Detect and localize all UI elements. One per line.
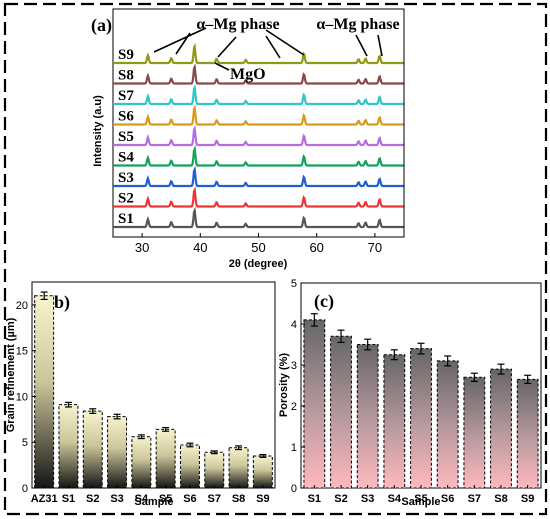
grain-ytick-label: 10 <box>16 391 28 403</box>
grain-xtick-label-az31: AZ31 <box>31 493 58 505</box>
annotation-mgo: MgO <box>230 66 266 83</box>
porosity-ytick-label: 4 <box>291 319 297 331</box>
panel-b-axes-box <box>31 281 276 489</box>
grain-bar-az31 <box>34 295 55 489</box>
outer-dashed-frame <box>3 2 548 516</box>
xtick-label-a: 40 <box>193 240 207 255</box>
grain-xtick-label-s2: S2 <box>86 493 99 505</box>
xrd-trace-s5 <box>113 124 404 147</box>
panel-b-xlabel: Sample <box>134 496 173 508</box>
xrd-trace-s4 <box>113 145 404 167</box>
porosity-xtick-label-s1: S1 <box>308 493 321 505</box>
xrd-label-s5: S5 <box>118 129 134 145</box>
arrow-alpha-mg-3 <box>217 36 237 58</box>
panel-c-label: (c) <box>314 291 334 312</box>
porosity-bar-s5 <box>410 348 432 489</box>
xrd-label-s1: S1 <box>118 211 134 227</box>
porosity-bar-s7 <box>463 376 486 489</box>
arrow-mgo <box>214 62 230 71</box>
grain-xtick-label-s8: S8 <box>232 493 245 505</box>
arrow-alpha-mg-1 <box>153 27 207 53</box>
panel-a-ylabel: Intensity (a.u) <box>92 95 104 167</box>
xrd-trace-s2 <box>113 186 404 208</box>
grain-ytick-label: 5 <box>22 437 28 449</box>
arrow-alpha-mg-5 <box>265 29 305 56</box>
grain-bar-s1 <box>58 404 79 489</box>
porosity-xtick-label-s2: S2 <box>334 493 347 505</box>
grain-ytick-label: 0 <box>22 483 28 495</box>
xtick-label-a: 50 <box>251 240 265 255</box>
grain-bar-s7 <box>204 451 225 489</box>
xrd-label-s9: S9 <box>118 47 134 63</box>
annotation-alpha-mg-right: α–Mg phase <box>316 16 399 33</box>
porosity-xtick-label-s6: S6 <box>441 493 454 505</box>
panel-b-ylabel: Grain refinement (µm) <box>5 317 17 432</box>
grain-bar-s9 <box>252 455 273 489</box>
porosity-ytick-label: 5 <box>291 278 297 290</box>
arrow-alpha-mg-4 <box>265 35 281 59</box>
porosity-ytick-label: 1 <box>291 442 297 454</box>
grain-bar-s6 <box>179 444 200 489</box>
xtick-label-a: 30 <box>135 240 149 255</box>
grain-xtick-label-s7: S7 <box>208 493 221 505</box>
grain-bar-s5 <box>155 428 176 489</box>
arrow-alpha-mg-2 <box>175 32 191 55</box>
arrow-alpha-mg-6 <box>355 34 368 57</box>
porosity-bar-s6 <box>436 360 459 489</box>
grain-xtick-label-s4: S4 <box>135 493 149 505</box>
xrd-trace-s6 <box>113 104 404 126</box>
porosity-ytick-label: 0 <box>291 483 297 495</box>
arrow-alpha-mg-7 <box>377 34 383 57</box>
porosity-bar-s8 <box>490 368 512 489</box>
grain-xtick-label-s3: S3 <box>110 493 123 505</box>
porosity-bar-s9 <box>516 378 539 489</box>
porosity-bar-s3 <box>356 344 379 489</box>
grain-xtick-label-s1: S1 <box>62 493 75 505</box>
grain-bar-s3 <box>107 416 128 489</box>
porosity-xtick-label-s9: S9 <box>521 493 534 505</box>
grain-xtick-label-s5: S5 <box>159 493 172 505</box>
xrd-trace-s7 <box>113 83 404 106</box>
grain-xtick-label-s6: S6 <box>183 493 196 505</box>
panel-c-xlabel: Sample <box>401 496 440 508</box>
grain-ytick-label: 15 <box>16 346 28 358</box>
xrd-trace-s9 <box>113 42 404 65</box>
panel-c-ylabel: Porosity (%) <box>278 353 290 418</box>
panel-a-xrd: (a) S1 S2 S3 S4 S5 S6 S7 S8 S9 30 40 50 60 70 2θ (de… <box>91 8 405 270</box>
xrd-label-s4: S4 <box>118 150 134 166</box>
xtick-label-a: 70 <box>368 240 382 255</box>
xtick-label-a: 60 <box>309 240 323 255</box>
porosity-xtick-label-s5: S5 <box>414 493 427 505</box>
porosity-xtick-label-s4: S4 <box>388 493 402 505</box>
xrd-label-s2: S2 <box>118 191 134 207</box>
porosity-bar-s2 <box>330 335 352 489</box>
porosity-xtick-label-s3: S3 <box>361 493 374 505</box>
porosity-xtick-label-s8: S8 <box>494 493 507 505</box>
grain-bar-s4 <box>131 436 152 489</box>
porosity-ytick-label: 2 <box>291 401 297 413</box>
grain-bar-s2 <box>82 410 103 489</box>
porosity-xtick-label-s7: S7 <box>468 493 481 505</box>
xrd-trace-s3 <box>113 165 404 188</box>
porosity-bar-s4 <box>383 354 406 489</box>
panel-a-xlabel: 2θ (degree) <box>229 258 288 270</box>
xrd-label-s6: S6 <box>118 109 134 125</box>
xrd-label-s3: S3 <box>118 170 134 186</box>
xrd-label-s7: S7 <box>118 88 134 104</box>
grain-ytick-label: 20 <box>16 300 28 312</box>
grain-xtick-label-s9: S9 <box>256 493 269 505</box>
xrd-label-s8: S8 <box>118 68 134 84</box>
xrd-trace-s8 <box>113 63 404 85</box>
grain-bar-s8 <box>228 447 249 489</box>
panel-a-label: (a) <box>91 15 112 36</box>
porosity-ytick-label: 3 <box>291 360 297 372</box>
porosity-bar-s1 <box>303 319 326 489</box>
panel-c-porosity: (c) S1 S2 S3 S4 S5 S6 S7 S8 S9 0 1 2 3 4 5 Sample Por… <box>278 278 542 508</box>
xrd-trace-s1 <box>113 206 404 229</box>
annotation-alpha-mg-left: α–Mg phase <box>196 16 279 33</box>
